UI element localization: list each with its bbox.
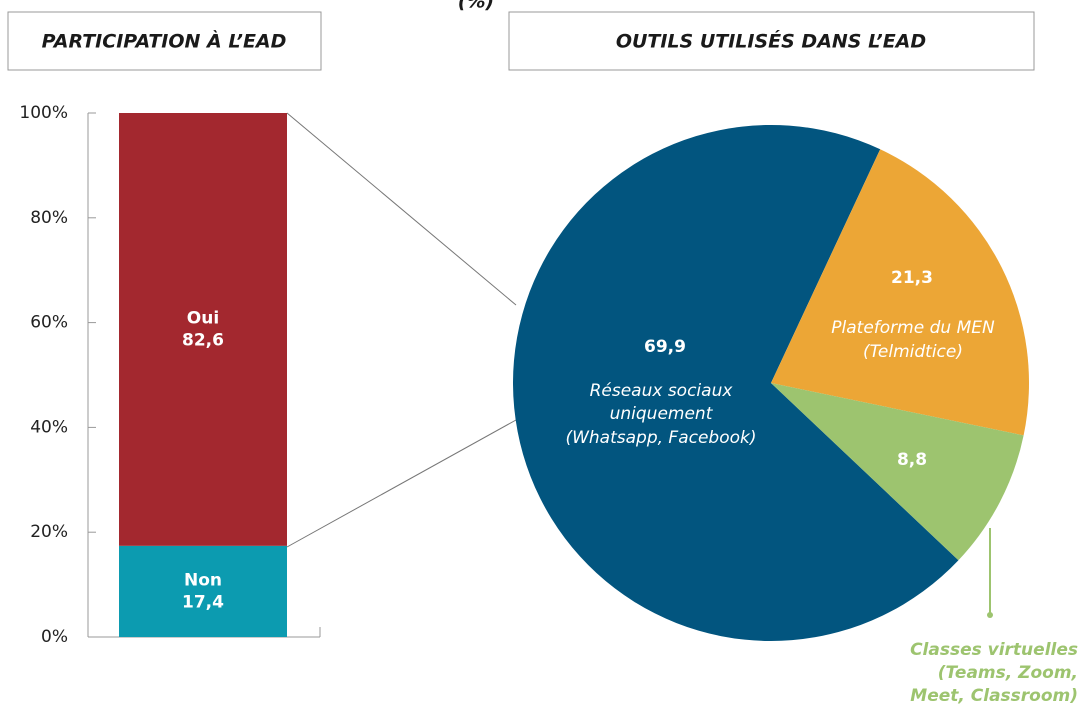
connector bbox=[286, 112, 517, 306]
pie-slice bbox=[771, 149, 1029, 436]
slice-label: Meet, Classroom) bbox=[910, 686, 1078, 706]
y-tick-label: 0% bbox=[41, 627, 68, 647]
value-label: 8,8 bbox=[897, 450, 927, 470]
segment-name: Non bbox=[184, 570, 222, 590]
pie-slice bbox=[513, 125, 959, 641]
slice-label: Classes virtuelles bbox=[910, 640, 1078, 660]
y-tick-label: 60% bbox=[30, 313, 68, 333]
y-tick-label: 40% bbox=[30, 417, 68, 437]
slice-label: (Telmidtice) bbox=[863, 342, 963, 362]
title-box bbox=[508, 11, 1035, 71]
value-label: 82,6 bbox=[182, 330, 224, 350]
slice-label: uniquement bbox=[610, 404, 714, 424]
y-tick-label: 20% bbox=[30, 522, 68, 542]
pie-slice bbox=[771, 383, 1024, 561]
slice-label: (Teams, Zoom, bbox=[938, 663, 1078, 683]
bar-segment bbox=[119, 113, 287, 546]
value-label: 69,9 bbox=[644, 337, 686, 357]
chart-title: PARTICIPATION À L’EAD bbox=[42, 30, 287, 53]
connector bbox=[286, 419, 517, 548]
y-tick-label: 100% bbox=[19, 103, 68, 123]
title-box bbox=[7, 11, 322, 71]
slice-label: (Whatsapp, Facebook) bbox=[565, 428, 756, 448]
bar-segment bbox=[119, 545, 287, 637]
slice-label: Réseaux sociaux bbox=[590, 381, 734, 401]
segment-name: Oui bbox=[187, 308, 219, 328]
value-label: 21,3 bbox=[891, 268, 933, 288]
y-tick-label: 80% bbox=[30, 208, 68, 228]
slice-label: Plateforme du MEN bbox=[831, 318, 995, 338]
chart-title: OUTILS UTILISÉS DANS L’EAD bbox=[616, 30, 926, 53]
page-title: (%) bbox=[458, 0, 494, 13]
value-label: 17,4 bbox=[182, 592, 224, 612]
callout-dot bbox=[987, 612, 993, 618]
